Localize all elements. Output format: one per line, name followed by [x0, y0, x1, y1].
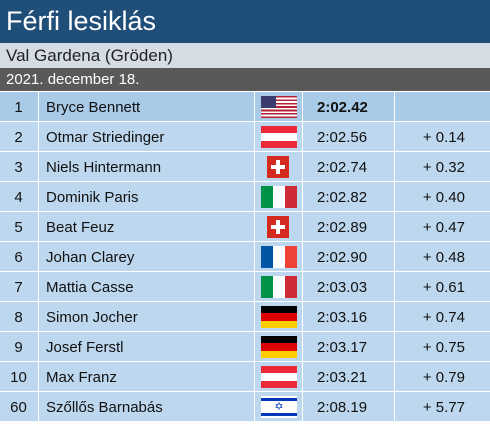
flag-cell	[255, 152, 300, 181]
time-cell: 2:03.16	[317, 309, 368, 326]
title-bar: Férfi lesiklás	[0, 0, 490, 43]
flag-cell	[255, 302, 300, 331]
column-divider	[38, 92, 39, 422]
athlete-name: Simon Jocher	[46, 309, 138, 326]
flag-cell	[255, 92, 300, 121]
rank-cell: 5	[14, 219, 23, 236]
time-cell: 2:03.03	[317, 279, 368, 296]
athlete-name: Otmar Striedinger	[46, 129, 165, 146]
rank-cell: 8	[14, 309, 23, 326]
athlete-name: Max Franz	[46, 369, 117, 386]
time-cell: 2:02.42	[317, 99, 368, 116]
rank-cell: 3	[14, 159, 23, 176]
flag-cell: ✡	[255, 392, 300, 421]
austria-flag-icon	[261, 366, 297, 388]
time-cell: 2:03.17	[317, 339, 368, 356]
time-cell: 2:02.74	[317, 159, 368, 176]
gap-cell: + 0.74	[422, 309, 465, 326]
page-title: Férfi lesiklás	[6, 6, 157, 36]
rank-cell: 2	[14, 129, 23, 146]
table-row: 4 Dominik Paris 2:02.82 + 0.40	[0, 182, 490, 211]
athlete-name: Josef Ferstl	[46, 339, 124, 356]
rank-cell: 4	[14, 189, 23, 206]
flag-cell	[255, 362, 300, 391]
gap-cell: + 0.40	[422, 189, 465, 206]
usa-flag-icon	[261, 96, 297, 118]
athlete-name: Dominik Paris	[46, 189, 139, 206]
time-cell: 2:02.89	[317, 219, 368, 236]
germany-flag-icon	[261, 336, 297, 358]
race-date: 2021. december 18.	[6, 71, 140, 88]
column-divider	[254, 92, 255, 422]
athlete-name: Mattia Casse	[46, 279, 134, 296]
swiss-flag-icon	[267, 156, 289, 178]
israel-flag-icon: ✡	[261, 396, 297, 418]
germany-flag-icon	[261, 306, 297, 328]
france-flag-icon	[261, 246, 297, 268]
swiss-flag-icon	[267, 216, 289, 238]
gap-cell: + 0.47	[422, 219, 465, 236]
time-cell: 2:08.19	[317, 399, 368, 416]
gap-cell: + 5.77	[422, 399, 465, 416]
gap-cell: + 0.75	[422, 339, 465, 356]
flag-cell	[255, 272, 300, 301]
column-divider	[302, 92, 303, 422]
results-list: 1 Bryce Bennett 2:02.42 2 Otmar Striedinger 2…	[0, 92, 490, 422]
flag-cell	[255, 122, 300, 151]
rank-cell: 7	[14, 279, 23, 296]
austria-flag-icon	[261, 126, 297, 148]
time-cell: 2:03.21	[317, 369, 368, 386]
rank-cell: 1	[14, 99, 23, 116]
table-row: 60 Szőllős Barnabás ✡ 2:08.19 + 5.77	[0, 392, 490, 421]
date-bar: 2021. december 18.	[0, 68, 490, 91]
flag-cell	[255, 212, 300, 241]
rank-cell: 10	[10, 369, 27, 386]
table-row: 8 Simon Jocher 2:03.16 + 0.74	[0, 302, 490, 331]
venue-label: Val Gardena (Gröden)	[6, 46, 173, 65]
flag-cell	[255, 242, 300, 271]
athlete-name: Beat Feuz	[46, 219, 115, 236]
table-row: 5 Beat Feuz 2:02.89 + 0.47	[0, 212, 490, 241]
table-row: 10 Max Franz 2:03.21 + 0.79	[0, 362, 490, 391]
gap-cell	[396, 92, 465, 121]
gap-cell: + 0.14	[422, 129, 465, 146]
athlete-name: Niels Hintermann	[46, 159, 162, 176]
table-row: 6 Johan Clarey 2:02.90 + 0.48	[0, 242, 490, 271]
gap-cell: + 0.48	[422, 249, 465, 266]
time-cell: 2:02.90	[317, 249, 368, 266]
venue-bar: Val Gardena (Gröden)	[0, 43, 490, 68]
gap-cell: + 0.79	[422, 369, 465, 386]
table-row: 2 Otmar Striedinger 2:02.56 + 0.14	[0, 122, 490, 151]
table-row: 1 Bryce Bennett 2:02.42	[0, 92, 490, 121]
italy-flag-icon	[261, 276, 297, 298]
flag-cell	[255, 332, 300, 361]
table-row: 7 Mattia Casse 2:03.03 + 0.61	[0, 272, 490, 301]
column-divider	[394, 92, 395, 422]
table-row: 3 Niels Hintermann 2:02.74 + 0.32	[0, 152, 490, 181]
rank-cell: 6	[14, 249, 23, 266]
gap-cell: + 0.32	[422, 159, 465, 176]
rank-cell: 9	[14, 339, 23, 356]
rank-cell: 60	[10, 399, 27, 416]
time-cell: 2:02.82	[317, 189, 368, 206]
athlete-name: Johan Clarey	[46, 249, 135, 266]
athlete-name: Bryce Bennett	[46, 99, 141, 116]
gap-cell: + 0.61	[422, 279, 465, 296]
table-row: 9 Josef Ferstl 2:03.17 + 0.75	[0, 332, 490, 361]
italy-flag-icon	[261, 186, 297, 208]
athlete-name: Szőllős Barnabás	[46, 399, 163, 416]
time-cell: 2:02.56	[317, 129, 368, 146]
flag-cell	[255, 182, 300, 211]
